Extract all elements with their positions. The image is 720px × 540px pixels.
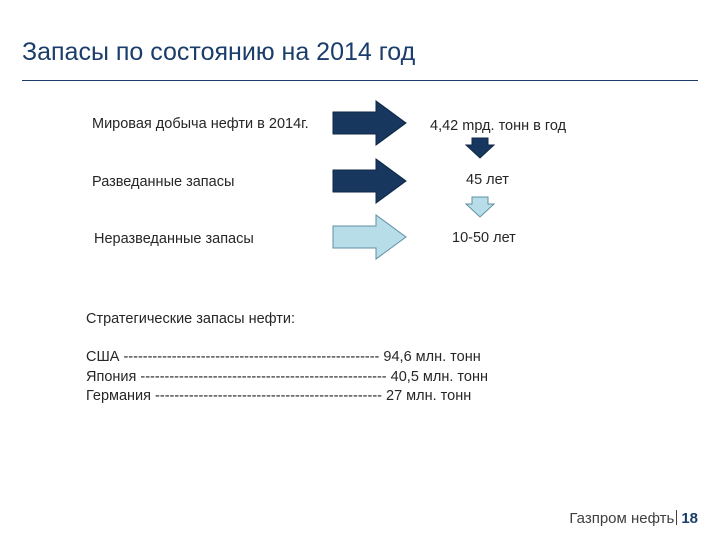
list-item: США ------------------------------------… [86,349,481,365]
down-arrow-icon [465,196,495,218]
row-label-unexplored: Неразведанные запасы [94,231,254,247]
footer-company: Газпром нефть [569,510,675,527]
value-unexplored: 10-50 лет [452,230,516,246]
down-arrow-icon [465,137,495,159]
value-explored: 45 лет [466,172,509,188]
page-number: 18 [681,510,698,527]
list-item: Япония ---------------------------------… [86,369,488,385]
row-label-production: Мировая добыча нефти в 2014г. [92,116,309,132]
right-arrow-icon [332,158,407,204]
title-divider [22,80,698,81]
footer-divider [676,510,678,525]
slide-title: Запасы по состоянию на 2014 год [22,38,416,66]
right-arrow-icon [332,214,407,260]
strategic-heading: Стратегические запасы нефти: [86,311,296,327]
right-arrow-icon [332,100,407,146]
value-production: 4,42 mрд. тонн в год [430,118,567,134]
list-item: Германия -------------------------------… [86,388,472,404]
row-label-explored: Разведанные запасы [92,174,235,190]
footer: Газпром нефть 18 [569,510,698,527]
